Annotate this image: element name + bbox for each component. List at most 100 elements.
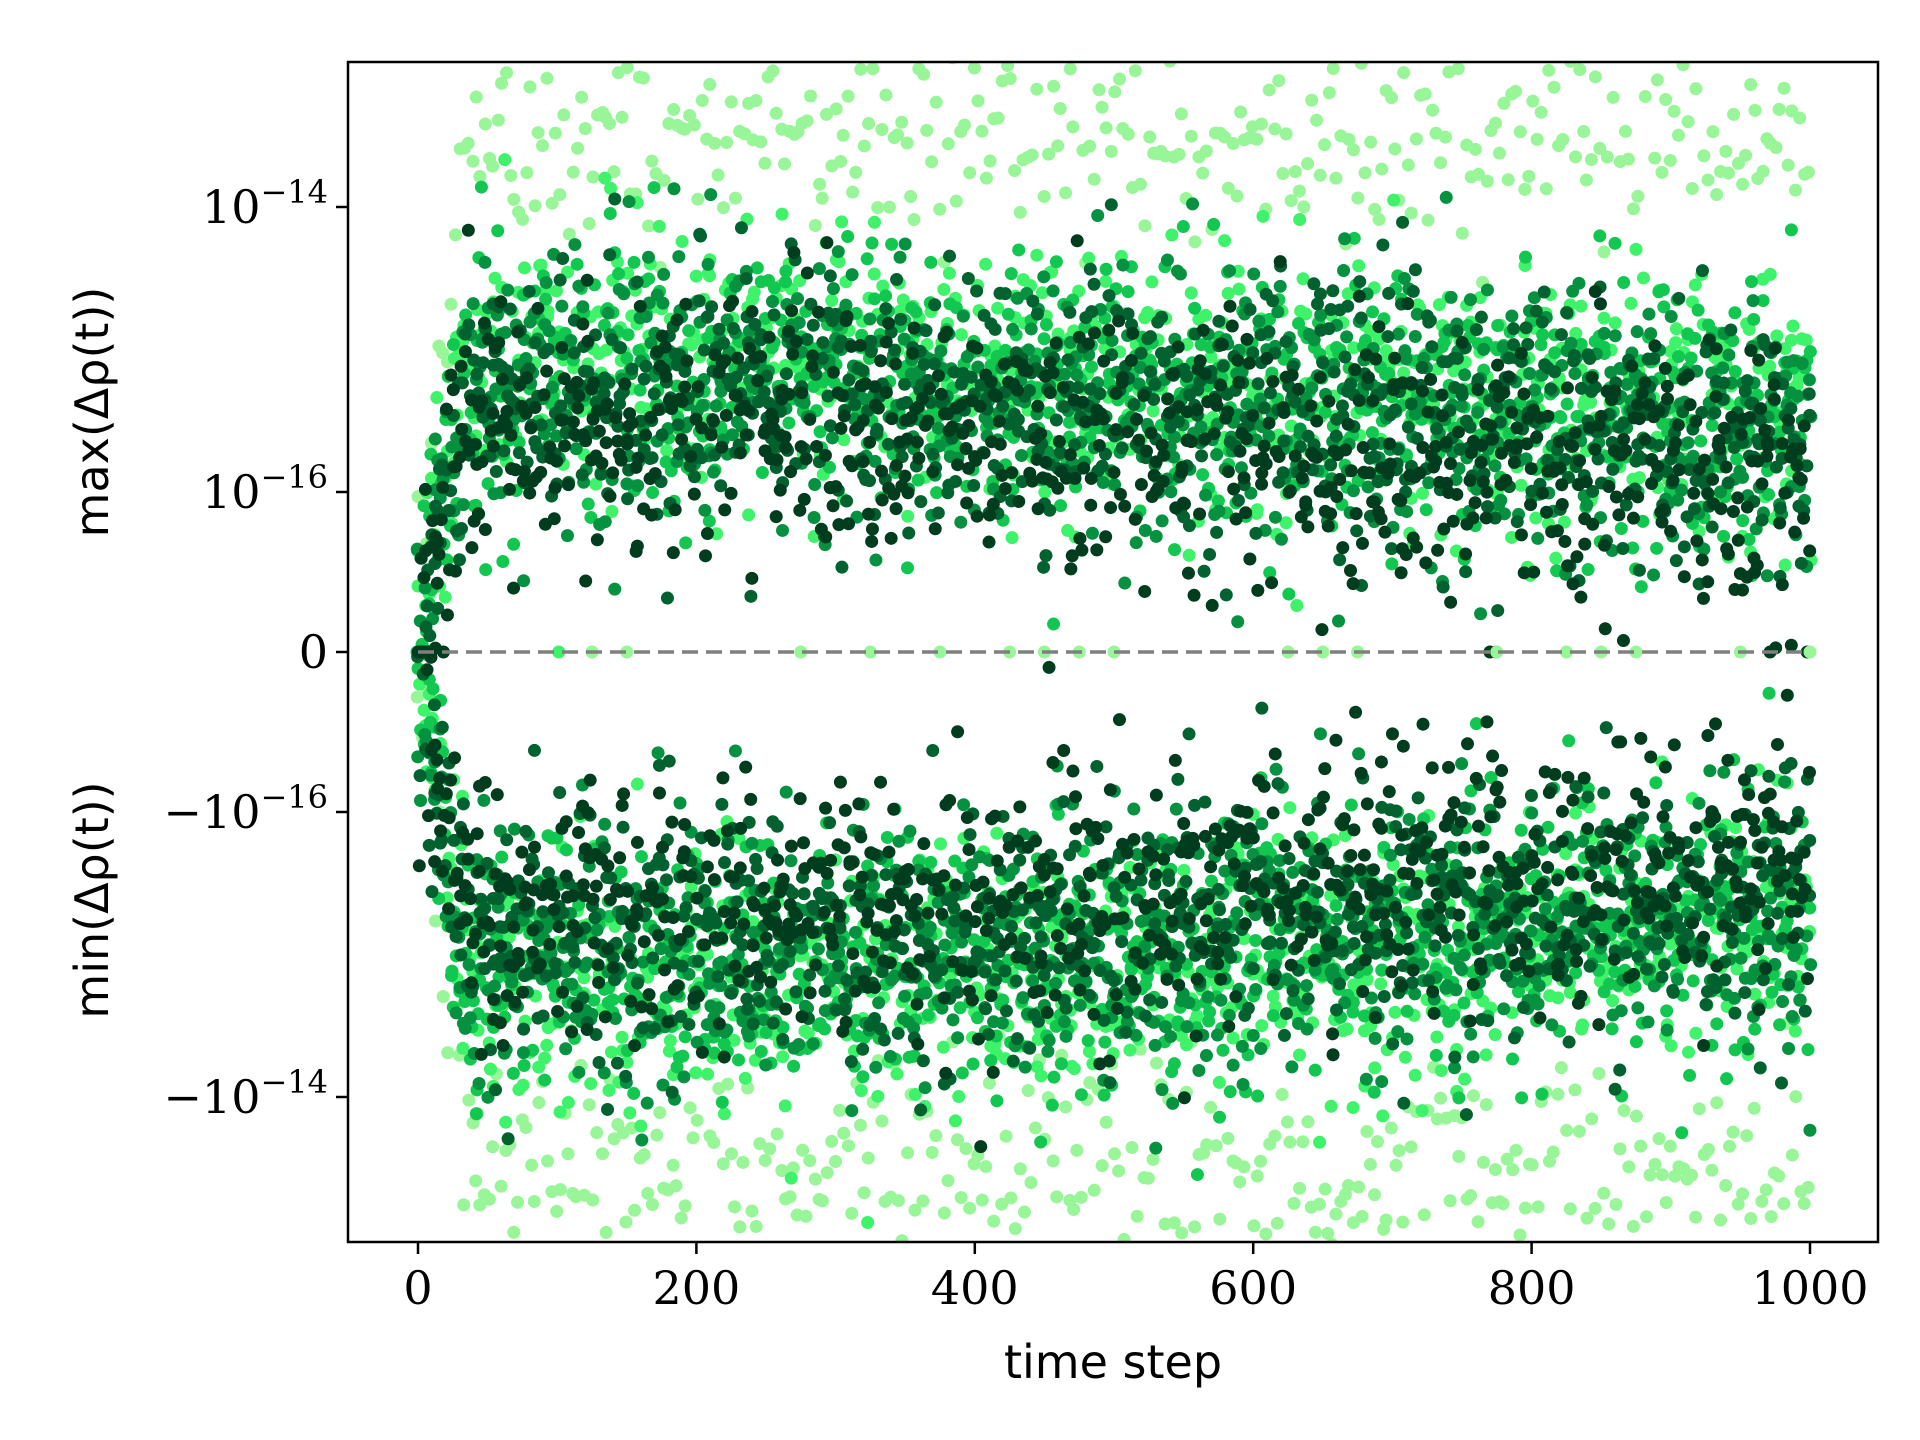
max-point [1188,301,1202,315]
min-point [1568,1083,1582,1097]
max-point [696,398,710,412]
min-point [1179,1038,1193,1052]
max-point [461,136,475,150]
max-point [791,292,805,306]
max-point [667,182,681,196]
max-point [1053,102,1067,116]
min-point [1375,1075,1389,1089]
max-point [1230,189,1244,203]
max-point [1739,148,1753,162]
min-point [1214,993,1228,1007]
min-point [1341,1179,1355,1193]
min-point [1747,1101,1761,1115]
max-point [1099,274,1113,288]
min-point [1689,1026,1703,1040]
min-point [553,1105,567,1119]
max-point [1361,480,1375,494]
max-point [1091,209,1105,223]
max-point [498,153,512,167]
min-point [690,1035,704,1049]
max-point [1388,142,1402,156]
max-point [1301,157,1315,171]
min-point [955,935,969,949]
max-point [1656,283,1670,297]
max-point [488,271,502,285]
max-point [1163,62,1177,68]
max-point [1630,325,1644,339]
max-point [1717,529,1731,543]
min-point [1045,1098,1059,1112]
min-point [689,1066,703,1080]
min-point [540,1038,554,1052]
max-point [1434,156,1448,170]
min-point [582,1098,596,1112]
max-point [1252,314,1266,328]
min-point [634,1119,648,1133]
min-point [678,1199,692,1213]
max-point [517,261,531,275]
min-point [676,1049,690,1063]
max-point [687,118,701,132]
max-point [815,191,829,205]
min-point [494,1179,508,1193]
max-point [1788,183,1802,197]
min-point [1212,1075,1226,1089]
min-point [619,1215,633,1229]
max-point [448,228,462,242]
min-point [1368,1061,1382,1075]
min-point [959,1142,973,1156]
max-point [576,300,590,314]
max-point [1644,327,1658,341]
min-point [1167,1057,1181,1071]
min-point [1689,1210,1703,1224]
min-point [1506,1163,1520,1177]
max-point [1519,250,1533,264]
min-point [883,1049,897,1063]
max-point [1314,308,1328,322]
max-point [1194,420,1208,434]
min-point [995,1016,1009,1030]
min-point [1622,1160,1636,1174]
max-point [1149,529,1163,543]
min-point [1363,1157,1377,1171]
max-point [747,285,761,299]
max-point [1560,397,1574,411]
max-point [1037,332,1051,346]
min-point [462,1093,476,1107]
min-point [1710,1017,1724,1031]
max-point [578,122,592,136]
min-point [1568,806,1582,820]
min-point [787,1059,801,1073]
max-point [1568,367,1582,381]
min-point [1359,1072,1373,1086]
max-point [620,62,634,74]
min-point [1576,834,1590,848]
max-point [1574,299,1588,313]
max-point [1691,303,1705,317]
max-point [960,350,974,364]
max-point [1501,173,1515,187]
min-point [957,798,971,812]
max-point [1488,459,1502,473]
max-point [1199,144,1213,158]
min-point [1149,1056,1163,1070]
min-point [1149,1141,1163,1155]
max-point [1526,94,1540,108]
min-point [659,990,673,1004]
min-point [1082,1044,1096,1058]
min-point [669,1179,683,1193]
max-point [1212,504,1226,518]
max-point [937,282,951,296]
max-point [549,284,563,298]
max-point [1204,350,1218,364]
min-point [1538,902,1552,916]
max-point [1620,377,1634,391]
min-point [1531,1200,1545,1214]
min-point [1047,1070,1061,1084]
max-point [1631,189,1645,203]
max-point [954,328,968,342]
min-point [1028,1121,1042,1135]
max-point [1347,341,1361,355]
min-point [1777,1197,1791,1211]
min-point [488,979,502,993]
